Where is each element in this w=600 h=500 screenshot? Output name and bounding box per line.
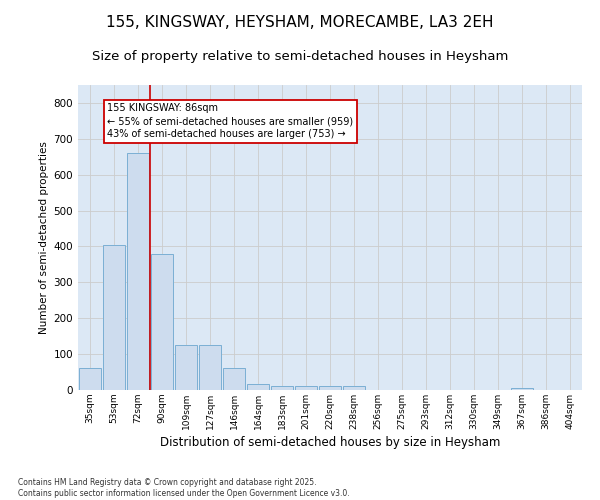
Bar: [247, 384, 269, 390]
Text: Size of property relative to semi-detached houses in Heysham: Size of property relative to semi-detach…: [92, 50, 508, 63]
Bar: [79, 368, 101, 390]
Text: 155 KINGSWAY: 86sqm
← 55% of semi-detached houses are smaller (959)
43% of semi-: 155 KINGSWAY: 86sqm ← 55% of semi-detach…: [107, 103, 353, 140]
Text: 155, KINGSWAY, HEYSHAM, MORECAMBE, LA3 2EH: 155, KINGSWAY, HEYSHAM, MORECAMBE, LA3 2…: [106, 15, 494, 30]
Bar: [103, 244, 125, 390]
X-axis label: Distribution of semi-detached houses by size in Heysham: Distribution of semi-detached houses by …: [160, 436, 500, 449]
Bar: [151, 254, 173, 390]
Bar: [319, 386, 341, 390]
Y-axis label: Number of semi-detached properties: Number of semi-detached properties: [40, 141, 49, 334]
Bar: [223, 368, 245, 390]
Bar: [343, 386, 365, 390]
Text: Contains HM Land Registry data © Crown copyright and database right 2025.
Contai: Contains HM Land Registry data © Crown c…: [18, 478, 350, 498]
Bar: [295, 386, 317, 390]
Bar: [199, 345, 221, 390]
Bar: [127, 153, 149, 390]
Bar: [511, 388, 533, 390]
Bar: [175, 345, 197, 390]
Bar: [271, 386, 293, 390]
